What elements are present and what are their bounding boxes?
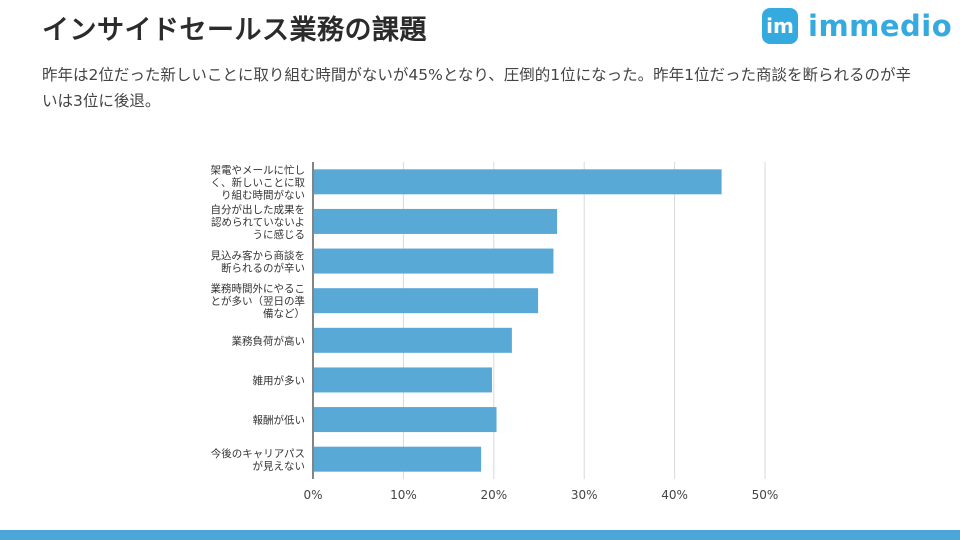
- bar: [314, 446, 482, 472]
- bar: [314, 169, 722, 195]
- bar: [314, 327, 512, 353]
- category-label: 報酬が低い: [253, 414, 306, 427]
- category-label: うに感じる: [253, 228, 306, 241]
- category-label: く、新しいことに取: [211, 176, 306, 189]
- category-label: り組む時間がない: [221, 188, 305, 201]
- category-label: が見えない: [253, 459, 306, 472]
- category-label: 認められていないよ: [211, 215, 305, 228]
- category-label: 備など）: [263, 307, 305, 320]
- x-tick-label: 30%: [571, 488, 598, 502]
- x-tick-label: 50%: [752, 488, 779, 502]
- x-tick-label: 0%: [303, 488, 322, 502]
- x-tick-label: 40%: [661, 488, 688, 502]
- bar: [314, 407, 497, 433]
- bar: [314, 367, 492, 393]
- category-label: 断られるのが辛い: [221, 261, 305, 274]
- category-label: とが多い（翌日の準: [211, 295, 306, 308]
- category-label: 雑用が多い: [253, 374, 306, 387]
- logo-icon: im: [762, 8, 798, 44]
- x-tick-label: 10%: [390, 488, 417, 502]
- x-tick-label: 20%: [480, 488, 507, 502]
- page-title: インサイドセールス業務の課題: [42, 15, 427, 46]
- brand-logo: im immedio: [762, 6, 952, 46]
- category-label: 自分が出した成果を: [211, 203, 306, 216]
- category-label: 今後のキャリアパス: [211, 447, 305, 460]
- bottom-accent-bar: [0, 530, 960, 540]
- page-subtitle: 昨年は2位だった新しいことに取り組む時間がないが45%となり、圧倒的1位になった…: [42, 66, 911, 110]
- category-label: 架電やメールに忙し: [211, 163, 306, 176]
- category-label: 業務時間外にやるこ: [211, 282, 306, 295]
- logo-text: immedio: [808, 9, 953, 43]
- category-label: 見込み客から商談を: [211, 249, 306, 262]
- bar: [314, 208, 558, 234]
- category-label: 業務負荷が高い: [232, 334, 306, 347]
- bar: [314, 288, 539, 314]
- bar: [314, 248, 554, 274]
